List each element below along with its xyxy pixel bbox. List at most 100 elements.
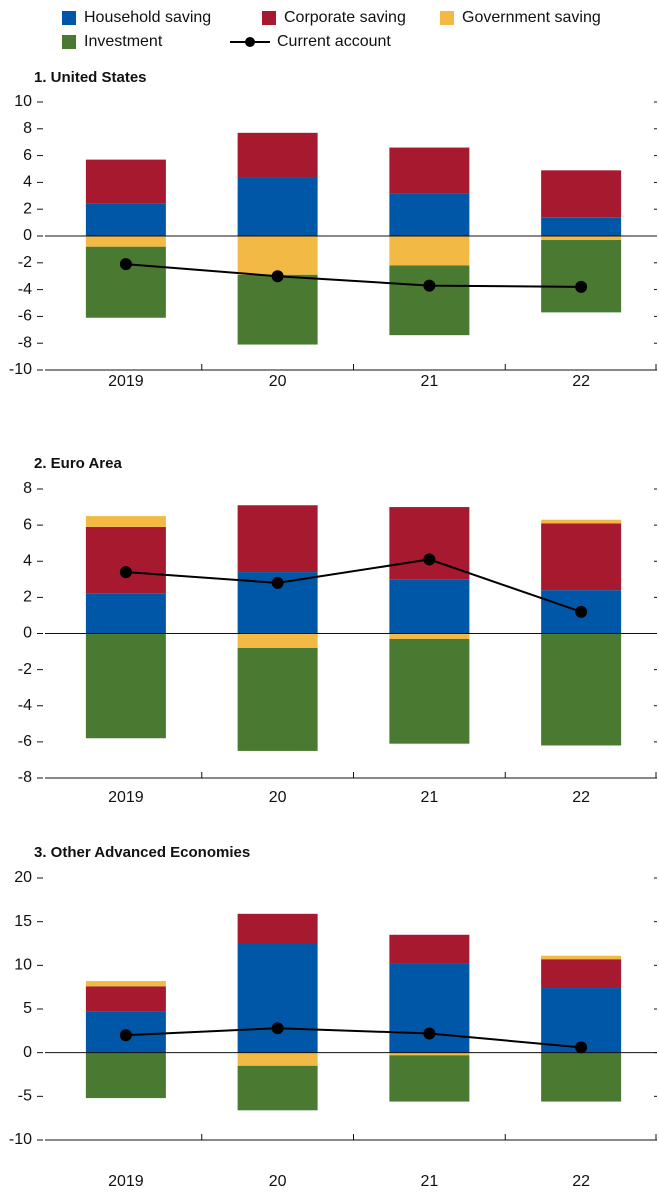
y-tick-label: 4 [23,552,32,569]
bar [389,193,470,236]
y-tick-label: 10 [14,93,32,110]
x-tick-label: 22 [572,1173,590,1190]
bar [541,523,622,591]
bar [237,633,318,648]
bar [389,934,470,964]
bar [389,579,470,634]
point [575,280,588,293]
x-tick-label: 2019 [108,1173,144,1190]
line [125,1027,582,1049]
bar [541,217,622,236]
bar [237,913,318,944]
y-tick-label: 6 [23,516,32,533]
x-tick-label: 2019 [108,789,144,806]
bar [237,177,318,236]
y-tick-label: -4 [18,697,32,714]
x-tick-label: 22 [572,789,590,806]
bar [541,959,622,989]
bar [85,1052,166,1099]
legend-label: Current account [277,33,391,50]
legend-label: Government saving [462,9,601,26]
chart-title: 3. Other Advanced Economies [34,844,250,861]
bar [85,516,166,527]
bar [541,170,622,218]
y-tick-label: 0 [23,625,32,642]
bar [85,236,166,247]
legend-swatch [262,11,276,25]
point [119,566,132,579]
bar [389,633,470,639]
y-tick-label: -8 [18,334,32,351]
legend-marker [245,37,255,47]
bar [237,236,318,275]
bar [389,1055,470,1102]
bar [85,159,166,204]
legend-label: Household saving [84,9,211,26]
x-tick-label: 21 [420,373,438,390]
point [271,1022,284,1035]
x-tick-label: 22 [572,373,590,390]
bar [389,1052,470,1056]
y-tick-label: 4 [23,174,32,191]
bar [237,647,318,751]
y-tick-label: 0 [23,227,32,244]
bar [541,1052,622,1102]
bar [237,274,318,345]
y-tick-label: 10 [14,957,32,974]
bar [237,943,318,1053]
bar [541,236,622,241]
bar [85,526,166,594]
y-tick-label: -5 [18,1088,32,1105]
legend-swatch [440,11,454,25]
y-tick-label: 2 [23,589,32,606]
bar [389,147,470,194]
y-tick-label: 2 [23,200,32,217]
bar [541,955,622,960]
chart-title: 1. United States [34,69,147,86]
bar [237,505,318,573]
point [575,605,588,618]
point [271,576,284,589]
y-tick-label: -2 [18,254,32,271]
line [125,263,582,288]
point [423,553,436,566]
y-tick-label: -8 [18,769,32,786]
bar [85,633,166,739]
legend-label: Corporate saving [284,9,406,26]
bar [389,638,470,744]
bar [237,132,318,178]
point [119,258,132,271]
point [423,279,436,292]
y-tick-label: -4 [18,281,32,298]
point [575,1041,588,1054]
bar [85,986,166,1012]
bar [541,240,622,313]
x-tick-label: 20 [269,373,287,390]
legend-swatch [62,35,76,49]
legend-label: Investment [84,33,163,50]
bar [237,1065,318,1111]
y-tick-label: 15 [14,913,32,930]
bar [389,236,470,266]
y-tick-label: 20 [14,869,32,886]
y-tick-label: 8 [23,120,32,137]
bar [237,1052,318,1066]
y-tick-label: 5 [23,1000,32,1017]
bar [389,265,470,336]
y-tick-label: -6 [18,733,32,750]
x-tick-label: 20 [269,789,287,806]
y-tick-label: -10 [9,361,32,378]
bar [85,203,166,236]
x-tick-label: 20 [269,1173,287,1190]
x-tick-label: 21 [420,789,438,806]
point [423,1027,436,1040]
y-tick-label: -2 [18,661,32,678]
point [271,270,284,283]
y-tick-label: 6 [23,147,32,164]
bar [541,519,622,524]
bar [85,593,166,634]
legend-swatch [62,11,76,25]
line [125,558,582,613]
y-tick-label: -10 [9,1131,32,1148]
